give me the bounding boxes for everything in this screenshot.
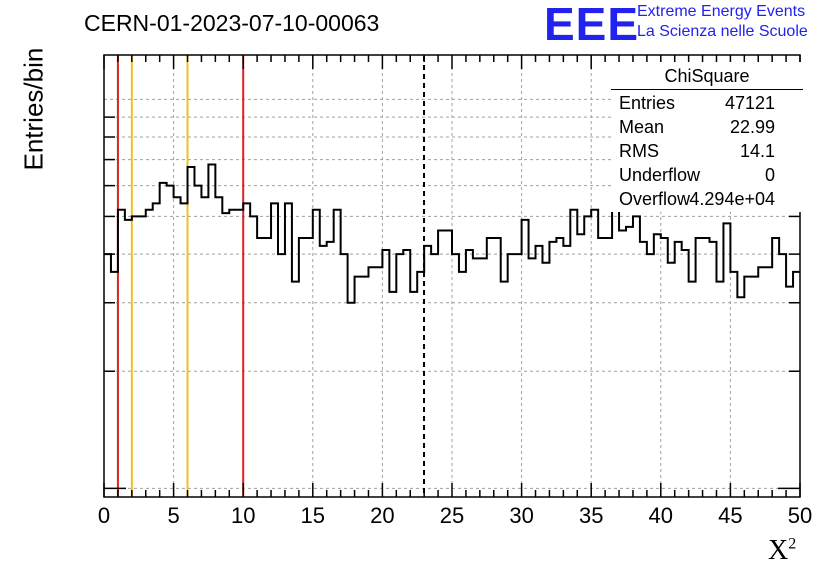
x-tick-label: 25	[440, 503, 464, 528]
x-tick-label: 5	[167, 503, 179, 528]
y-tick-label: 10	[72, 0, 96, 5]
stats-box: ChiSquare Entries 47121 Mean 22.99 RMS 1…	[611, 62, 803, 212]
stats-key: Underflow	[619, 165, 701, 185]
stats-value: 4.294e+04	[689, 189, 775, 209]
x-tick-label: 45	[718, 503, 742, 528]
stats-key: Mean	[619, 117, 665, 137]
x-tick-label: 40	[649, 503, 673, 528]
y-axis-label: Entries/bin	[18, 47, 49, 171]
x-tick-label: 0	[98, 503, 110, 528]
stats-key: Entries	[619, 93, 676, 113]
stats-value: 22.99	[729, 117, 775, 137]
x-tick-label: 10	[231, 503, 255, 528]
stats-value: 14.1	[739, 141, 775, 161]
logo-subtitle-line2: La Scienza nelle Scuole	[637, 23, 808, 40]
histogram-line	[104, 163, 800, 304]
y-tick-label: 102	[54, 0, 86, 5]
marker-lines	[116, 56, 426, 496]
logo-subtitle-line1: Extreme Energy Events	[637, 3, 806, 20]
stats-key: RMS	[619, 141, 659, 161]
stats-box-divider	[611, 89, 803, 90]
axis-tick-labels: 0510152025303540455010102	[54, 0, 813, 528]
x-tick-label: 15	[301, 503, 325, 528]
axis-ticks	[103, 55, 801, 497]
chart-title: CERN-01-2023-07-10-00063	[84, 10, 380, 36]
x-tick-label: 50	[788, 503, 812, 528]
x-tick-label: 30	[509, 503, 533, 528]
stats-value: 0	[764, 165, 775, 185]
stats-box-title: ChiSquare	[664, 66, 750, 86]
x-axis-label: X2	[768, 535, 797, 566]
stats-key: Overflow	[619, 189, 691, 209]
eee-logo: EEE	[544, 0, 640, 50]
x-tick-label: 20	[370, 503, 394, 528]
x-tick-label: 35	[579, 503, 603, 528]
stats-value: 47121	[724, 93, 775, 113]
